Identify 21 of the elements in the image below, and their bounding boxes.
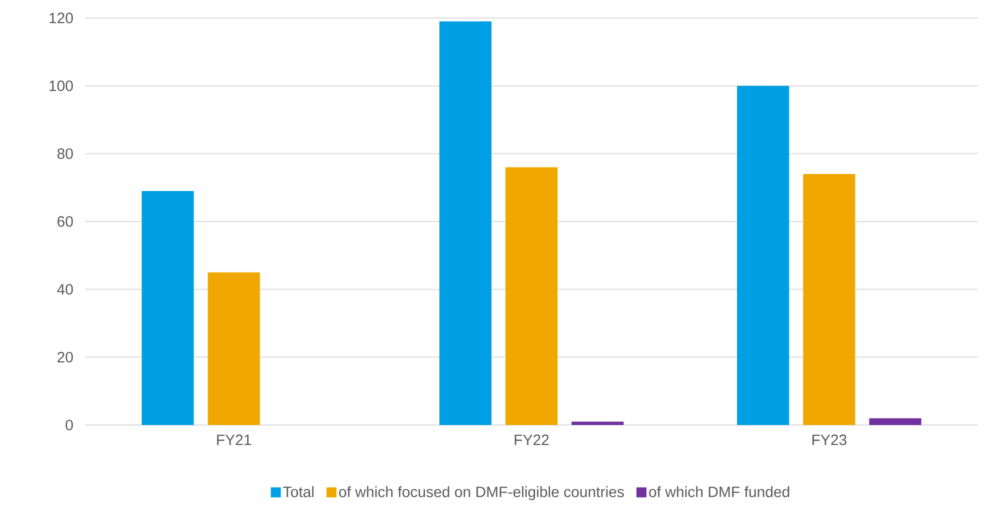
bar	[439, 21, 492, 425]
y-tick-label: 0	[66, 420, 73, 430]
bar	[572, 422, 624, 425]
legend-label: Total	[283, 486, 314, 498]
x-tick-label: FY23	[812, 434, 846, 446]
y-tick-label: 60	[58, 216, 73, 227]
bar	[505, 167, 558, 425]
bar	[208, 272, 260, 425]
x-tick-label: FY22	[514, 434, 549, 446]
y-tick-label: 120	[50, 12, 73, 24]
legend-label: of which focused on DMF-eligible countries	[339, 486, 624, 500]
x-tick-label: FY21	[217, 434, 252, 446]
y-tick-label: 100	[50, 80, 73, 92]
bar	[803, 174, 856, 425]
y-tick-label: 20	[58, 352, 73, 362]
legend-label: of which DMF funded	[649, 486, 790, 498]
bar	[737, 86, 790, 425]
bar	[869, 418, 922, 425]
bar	[142, 190, 194, 425]
y-tick-label: 40	[57, 284, 73, 295]
y-tick-label: 80	[57, 148, 73, 159]
